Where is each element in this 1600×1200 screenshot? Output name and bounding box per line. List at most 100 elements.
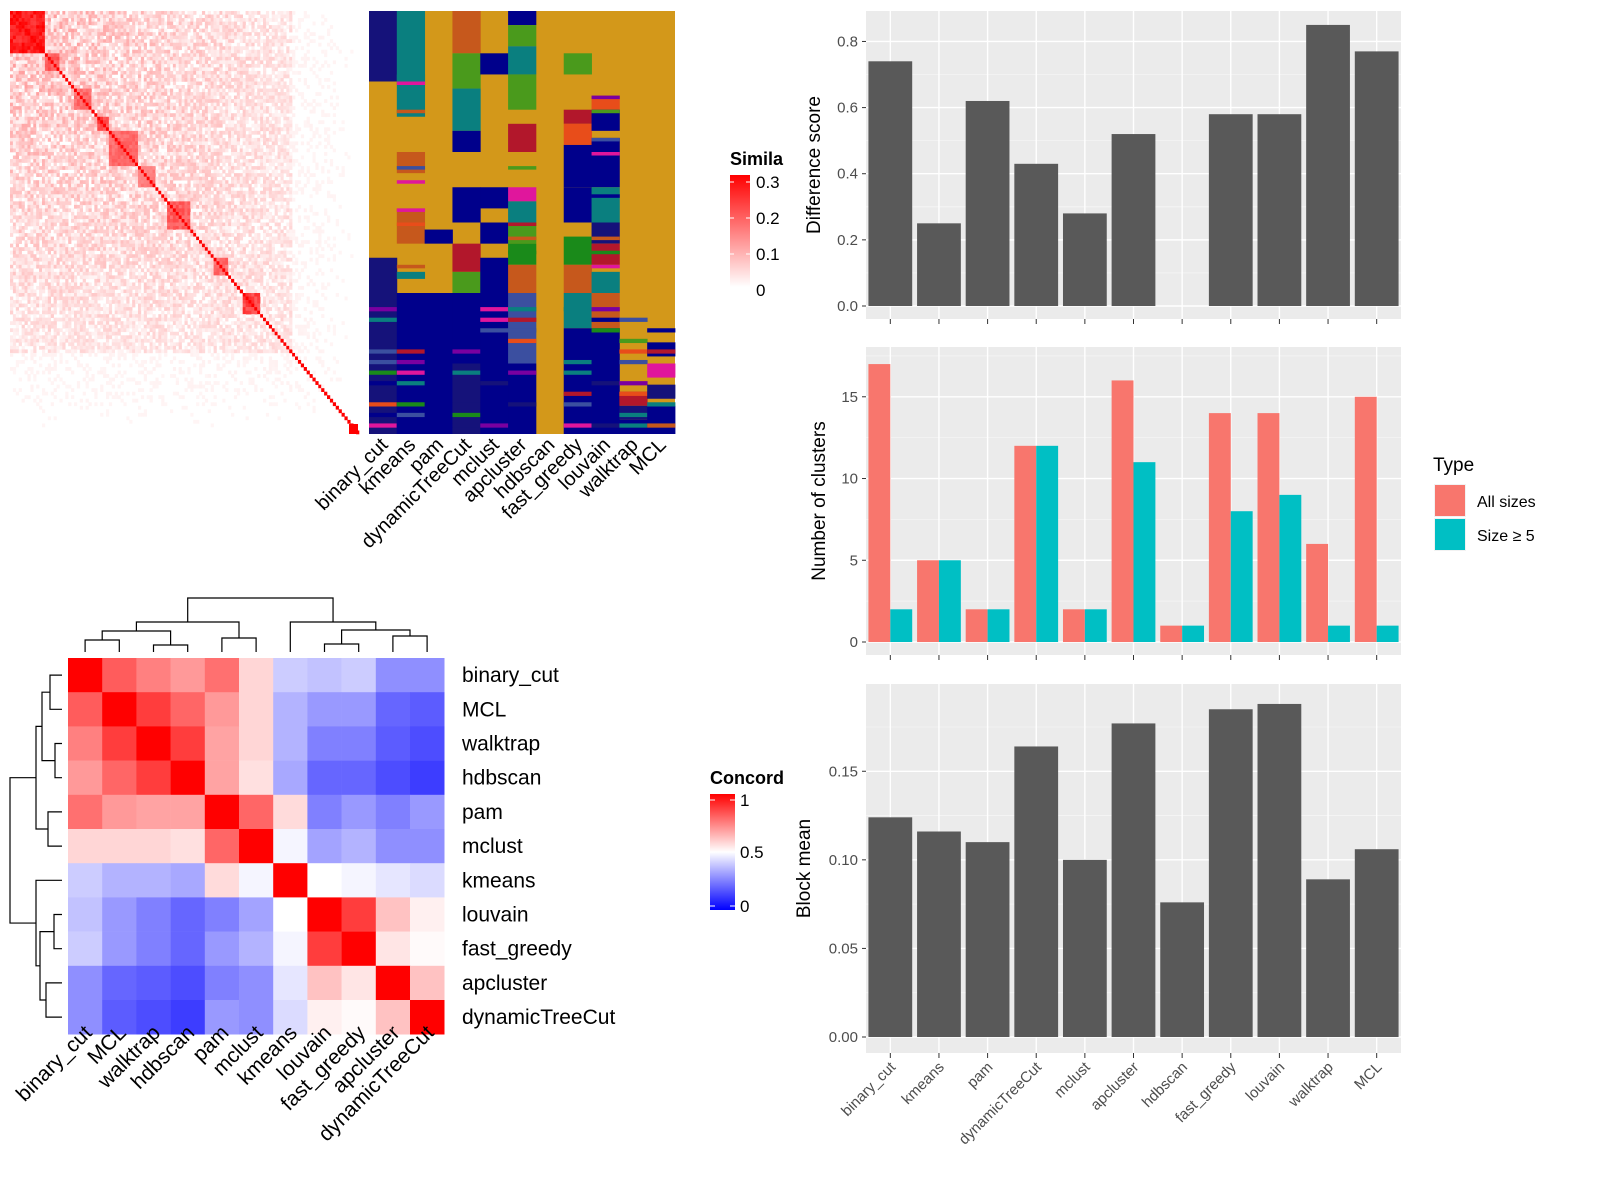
similarity-cell bbox=[155, 70, 159, 75]
similarity-cell bbox=[111, 42, 115, 47]
similarity-cell bbox=[158, 49, 162, 54]
similarity-cell bbox=[53, 271, 57, 276]
similarity-cell bbox=[207, 211, 211, 216]
similarity-cell bbox=[59, 183, 63, 188]
similarity-cell bbox=[73, 222, 78, 227]
similarity-cell bbox=[129, 190, 133, 195]
similarity-cell bbox=[225, 250, 229, 255]
similarity-cell bbox=[187, 116, 191, 121]
similarity-cell bbox=[50, 201, 54, 206]
similarity-cell bbox=[114, 261, 118, 266]
similarity-cell bbox=[59, 102, 63, 107]
similarity-cell bbox=[213, 88, 217, 93]
similarity-cell bbox=[178, 152, 182, 156]
similarity-cell bbox=[228, 116, 232, 121]
similarity-cell bbox=[56, 169, 60, 174]
similarity-cell bbox=[27, 81, 31, 86]
similarity-cell bbox=[219, 92, 223, 96]
similarity-cell bbox=[108, 77, 113, 82]
similarity-cell bbox=[76, 85, 81, 89]
similarity-cell bbox=[190, 49, 194, 54]
similarity-cell bbox=[65, 208, 69, 213]
similarity-cell bbox=[15, 46, 20, 51]
similarity-cell bbox=[219, 25, 223, 29]
similarity-cell bbox=[94, 116, 98, 121]
similarity-cell bbox=[97, 208, 101, 213]
similarity-cell bbox=[213, 28, 217, 33]
similarity-cell bbox=[65, 116, 69, 121]
similarity-cell bbox=[164, 11, 168, 15]
similarity-cell bbox=[181, 226, 185, 230]
similarity-cell bbox=[24, 243, 28, 248]
similarity-cell bbox=[21, 187, 25, 192]
similarity-cell bbox=[149, 162, 153, 167]
similarity-cell bbox=[216, 222, 220, 227]
similarity-cell bbox=[97, 222, 101, 227]
similarity-cell bbox=[39, 120, 43, 125]
similarity-cell bbox=[108, 25, 113, 29]
similarity-cell bbox=[201, 70, 206, 75]
similarity-cell bbox=[164, 190, 168, 195]
similarity-cell bbox=[73, 201, 78, 206]
similarity-cell bbox=[178, 236, 182, 241]
similarity-cell bbox=[225, 42, 229, 47]
similarity-cell bbox=[105, 74, 110, 79]
similarity-cell bbox=[15, 21, 20, 26]
similarity-cell bbox=[140, 240, 145, 244]
similarity-cell bbox=[190, 247, 194, 251]
similarity-cell bbox=[27, 14, 31, 19]
similarity-cell bbox=[117, 268, 121, 273]
similarity-cell bbox=[175, 173, 179, 177]
similarity-cell bbox=[97, 18, 101, 22]
similarity-cell bbox=[79, 233, 84, 237]
similarity-cell bbox=[53, 49, 57, 54]
similarity-cell bbox=[59, 85, 63, 89]
similarity-cell bbox=[143, 173, 147, 177]
similarity-cell bbox=[59, 92, 63, 96]
similarity-cell bbox=[53, 35, 57, 40]
similarity-cell bbox=[21, 25, 25, 29]
similarity-cell bbox=[47, 275, 52, 280]
similarity-cell bbox=[222, 130, 226, 135]
similarity-cell bbox=[50, 116, 54, 121]
similarity-cell bbox=[91, 271, 95, 276]
similarity-cell bbox=[137, 77, 142, 82]
similarity-cell bbox=[108, 226, 113, 230]
similarity-cell bbox=[152, 95, 156, 100]
similarity-cell bbox=[18, 187, 22, 192]
similarity-cell bbox=[137, 120, 142, 125]
similarity-cell bbox=[12, 123, 17, 128]
similarity-cell bbox=[36, 14, 40, 19]
similarity-cell bbox=[103, 222, 107, 227]
similarity-cell bbox=[36, 187, 40, 192]
similarity-cell bbox=[123, 211, 127, 216]
similarity-cell bbox=[105, 233, 110, 237]
similarity-cell bbox=[73, 218, 78, 223]
similarity-cell bbox=[33, 247, 37, 251]
similarity-cell bbox=[103, 28, 107, 33]
similarity-cell bbox=[56, 152, 60, 156]
similarity-cell bbox=[76, 268, 81, 273]
similarity-cell bbox=[175, 152, 179, 156]
similarity-cell bbox=[129, 155, 133, 160]
similarity-cell bbox=[33, 18, 37, 22]
similarity-cell bbox=[228, 190, 232, 195]
similarity-cell bbox=[15, 236, 20, 241]
similarity-cell bbox=[50, 173, 54, 177]
similarity-cell bbox=[187, 162, 191, 167]
similarity-cell bbox=[41, 39, 46, 44]
similarity-cell bbox=[126, 240, 130, 244]
similarity-cell bbox=[120, 159, 124, 163]
similarity-cell bbox=[18, 109, 22, 114]
similarity-cell bbox=[184, 250, 188, 255]
similarity-cell bbox=[137, 21, 142, 26]
similarity-cell bbox=[24, 88, 28, 93]
similarity-cell bbox=[123, 141, 127, 146]
similarity-cell bbox=[123, 176, 127, 181]
similarity-cell bbox=[33, 243, 37, 248]
similarity-cell bbox=[158, 109, 162, 114]
similarity-cell bbox=[152, 92, 156, 96]
similarity-cell bbox=[111, 201, 115, 206]
similarity-cell bbox=[167, 46, 171, 51]
similarity-cell bbox=[59, 77, 63, 82]
